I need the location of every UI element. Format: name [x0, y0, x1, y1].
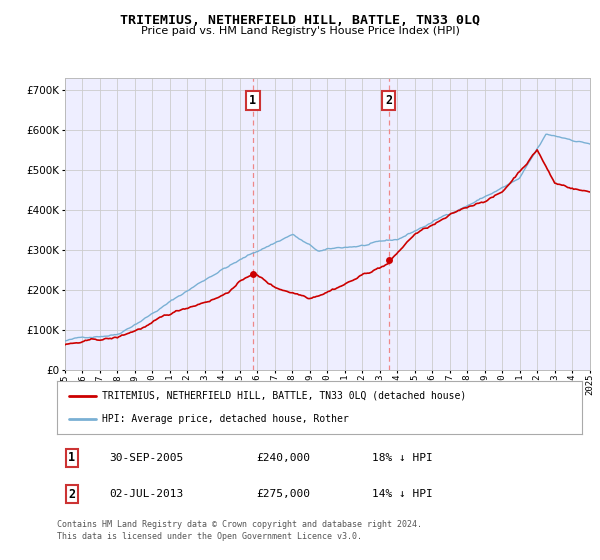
- Text: 1: 1: [68, 451, 75, 464]
- Text: 14% ↓ HPI: 14% ↓ HPI: [372, 489, 433, 499]
- Text: TRITEMIUS, NETHERFIELD HILL, BATTLE, TN33 0LQ (detached house): TRITEMIUS, NETHERFIELD HILL, BATTLE, TN3…: [101, 391, 466, 401]
- Text: 1: 1: [250, 94, 256, 107]
- Text: This data is licensed under the Open Government Licence v3.0.: This data is licensed under the Open Gov…: [57, 532, 362, 541]
- Text: Price paid vs. HM Land Registry's House Price Index (HPI): Price paid vs. HM Land Registry's House …: [140, 26, 460, 36]
- Text: £275,000: £275,000: [257, 489, 311, 499]
- Point: [384, 255, 394, 264]
- Text: 30-SEP-2005: 30-SEP-2005: [110, 453, 184, 463]
- Text: 18% ↓ HPI: 18% ↓ HPI: [372, 453, 433, 463]
- Text: 2: 2: [68, 488, 75, 501]
- Text: TRITEMIUS, NETHERFIELD HILL, BATTLE, TN33 0LQ: TRITEMIUS, NETHERFIELD HILL, BATTLE, TN3…: [120, 14, 480, 27]
- Point: [248, 269, 258, 278]
- Text: £240,000: £240,000: [257, 453, 311, 463]
- Text: 2: 2: [385, 94, 392, 107]
- Text: Contains HM Land Registry data © Crown copyright and database right 2024.: Contains HM Land Registry data © Crown c…: [57, 520, 422, 529]
- Text: HPI: Average price, detached house, Rother: HPI: Average price, detached house, Roth…: [101, 414, 349, 424]
- Text: 02-JUL-2013: 02-JUL-2013: [110, 489, 184, 499]
